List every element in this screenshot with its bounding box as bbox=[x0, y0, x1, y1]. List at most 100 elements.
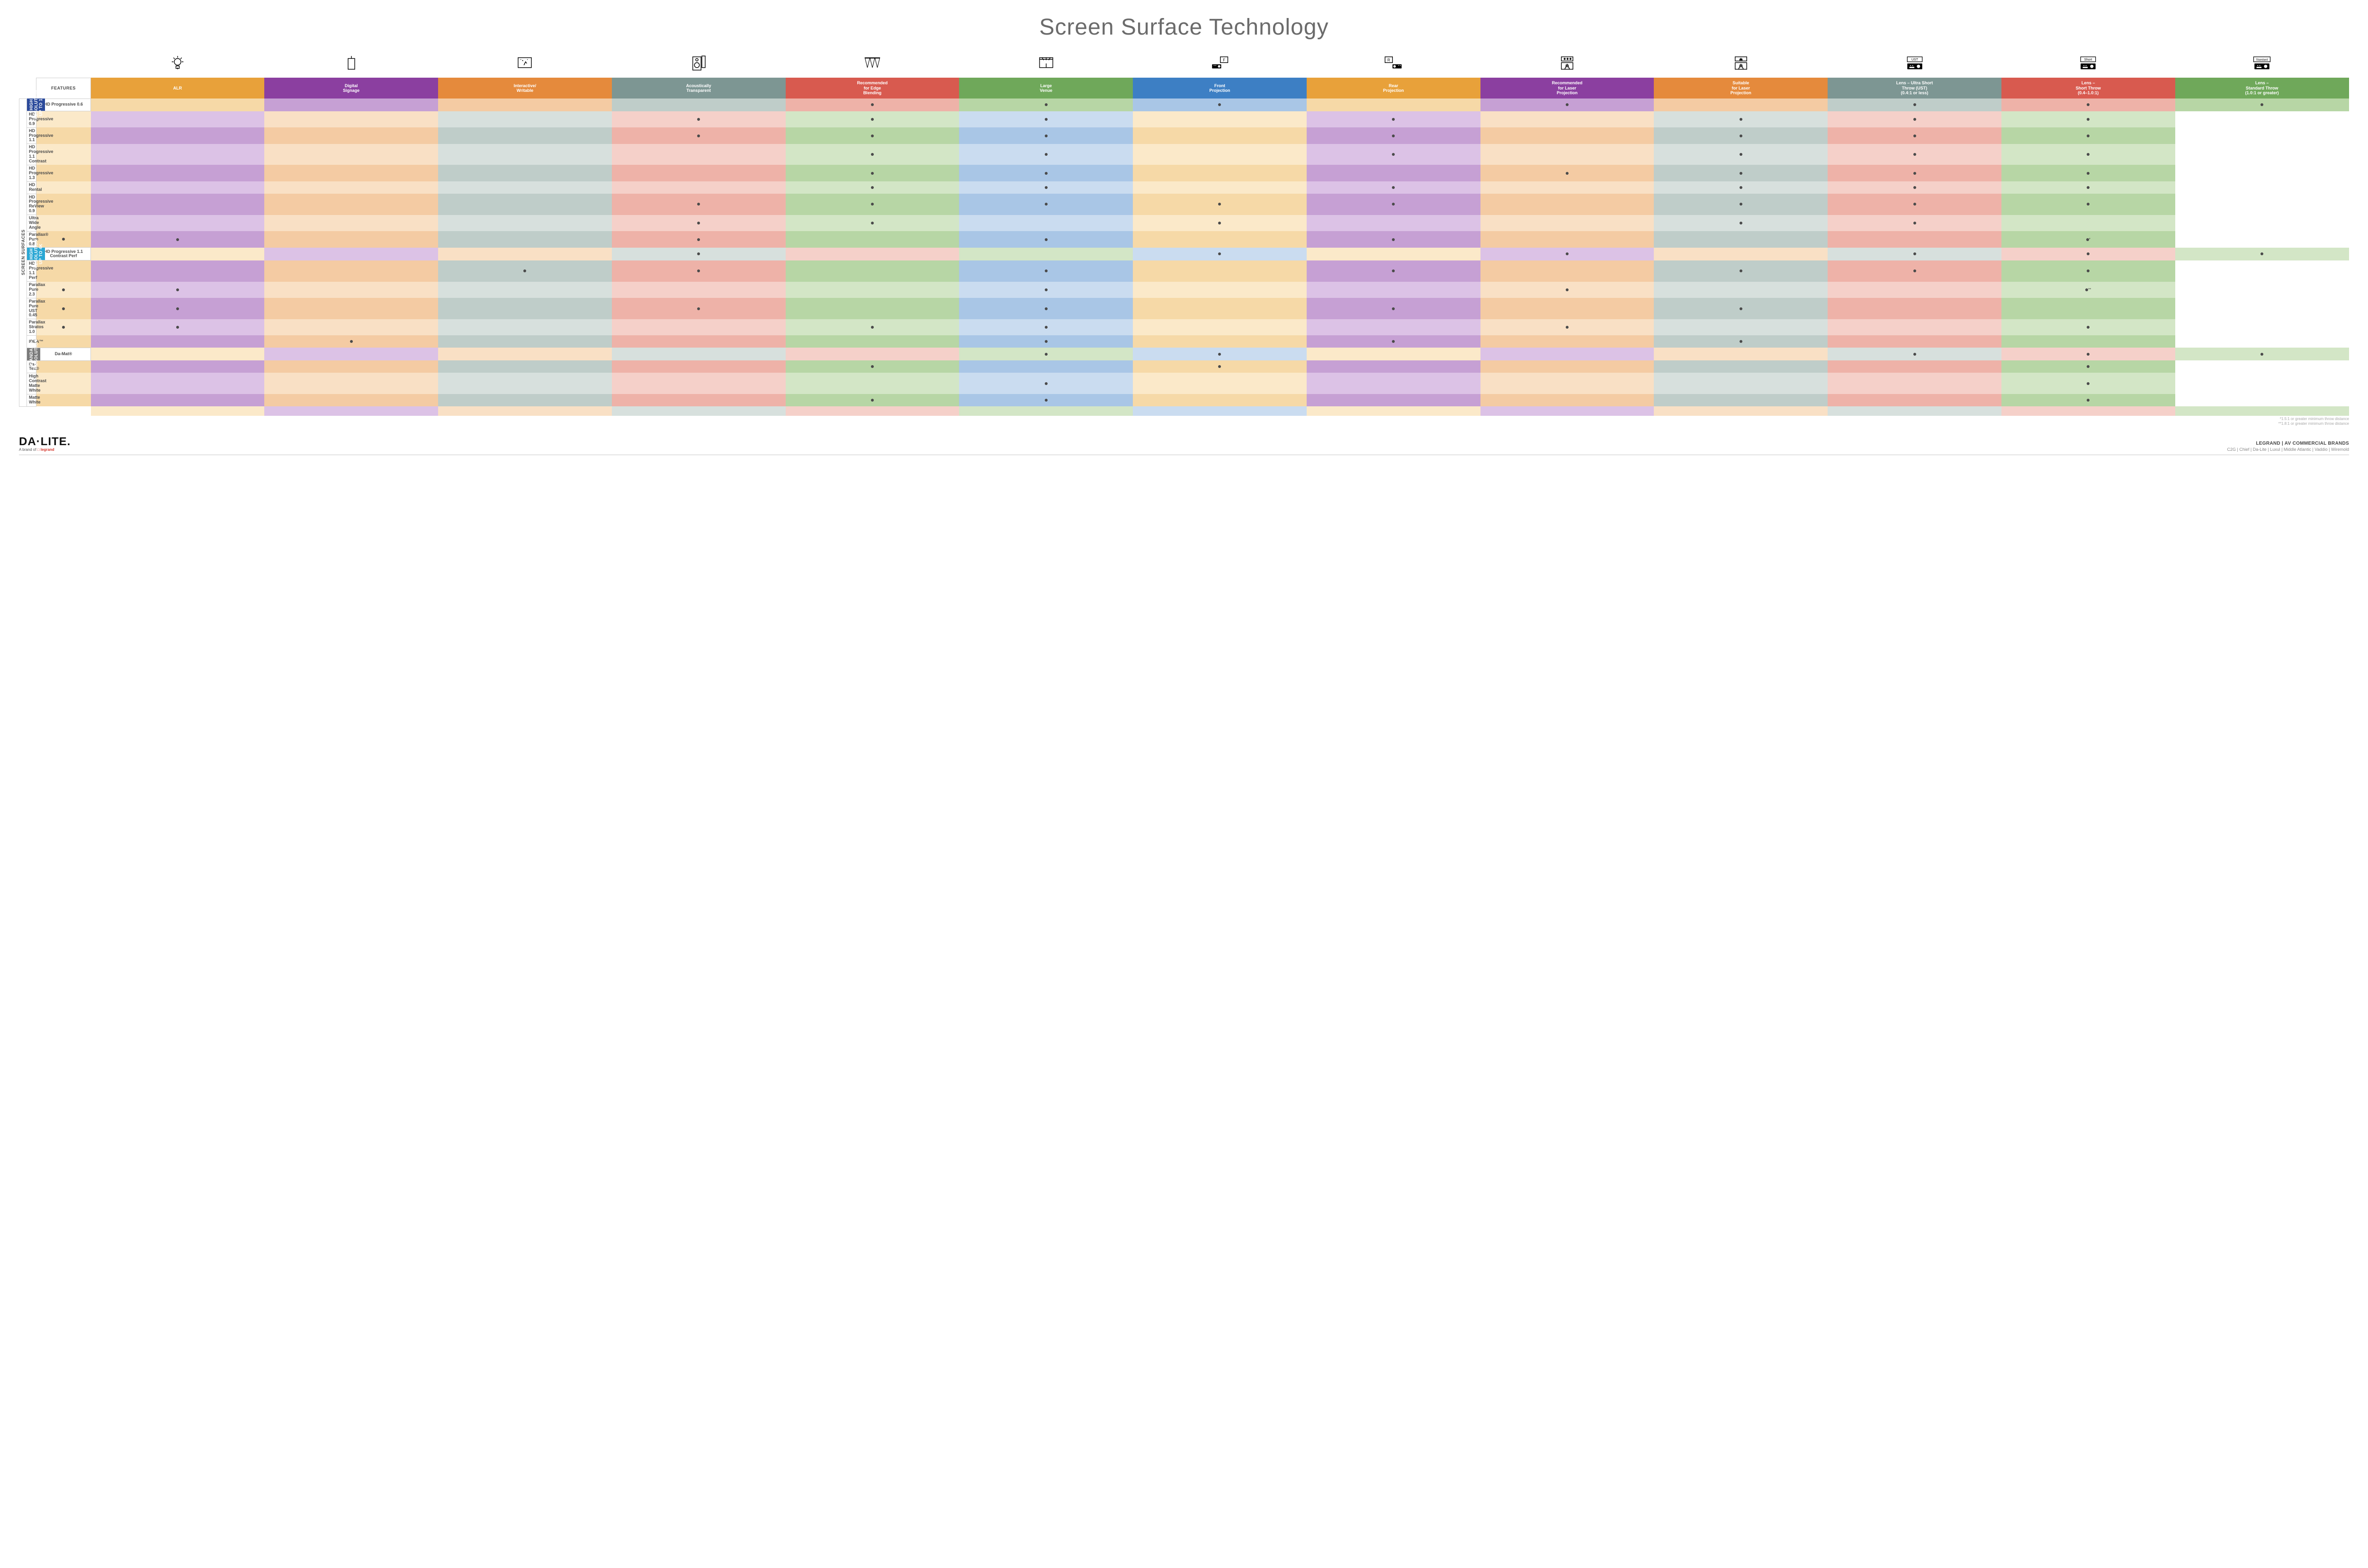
cell bbox=[1654, 319, 1828, 336]
cell bbox=[1828, 360, 2001, 373]
cell bbox=[959, 231, 1133, 248]
cell bbox=[36, 394, 91, 406]
writable-icon bbox=[438, 52, 612, 78]
row-label: Parallax Pure UST 0.45 bbox=[27, 298, 36, 319]
cell: ** bbox=[2001, 282, 2175, 298]
cell bbox=[1828, 99, 2001, 111]
cell bbox=[438, 373, 612, 394]
cell bbox=[786, 144, 960, 165]
footnote-2: **1.8:1 or greater minimum throw distanc… bbox=[19, 421, 2349, 426]
column-header-signage: DigitalSignage bbox=[264, 78, 438, 99]
svg-text:Standard: Standard bbox=[2256, 58, 2268, 62]
cell bbox=[1307, 394, 1480, 406]
cell bbox=[91, 360, 265, 373]
cell bbox=[91, 99, 265, 111]
cell bbox=[91, 260, 265, 282]
cell bbox=[1133, 215, 1307, 232]
cell bbox=[2001, 181, 2175, 194]
cell bbox=[264, 360, 438, 373]
group-label: STANDARDRESOLUTION bbox=[27, 348, 40, 360]
row-label: HD Progressive 1.1 bbox=[27, 127, 36, 144]
cell bbox=[1654, 99, 1828, 111]
column-header-edge: Recommendedfor EdgeBlending bbox=[786, 78, 960, 99]
cell bbox=[612, 373, 786, 394]
table-row: HD Progressive 0.9 bbox=[19, 111, 2349, 128]
column-header-ust: Lens – Ultra ShortThrow (UST)(0.4:1 or l… bbox=[1828, 78, 2001, 99]
cell bbox=[1828, 231, 2001, 248]
table-row: Parallax Pure UST 0.45 bbox=[19, 298, 2349, 319]
cell bbox=[438, 127, 612, 144]
cell bbox=[36, 181, 91, 194]
cell bbox=[91, 181, 265, 194]
cell bbox=[91, 127, 265, 144]
cell bbox=[1654, 215, 1828, 232]
cell bbox=[264, 165, 438, 181]
cell bbox=[1307, 111, 1480, 128]
cell bbox=[2001, 394, 2175, 406]
row-label: HD Progressive 1.3 bbox=[27, 165, 36, 181]
cell bbox=[612, 181, 786, 194]
ust-lens-icon: UST bbox=[1828, 52, 2001, 78]
cell bbox=[438, 360, 612, 373]
cell bbox=[2175, 248, 2349, 260]
cell bbox=[1828, 319, 2001, 336]
surface-matrix-table: F R UST Short Standard FEATURES ALRDigit… bbox=[19, 52, 2349, 416]
cell bbox=[1828, 127, 2001, 144]
cell bbox=[91, 194, 265, 215]
cell bbox=[2001, 335, 2175, 348]
cell bbox=[438, 298, 612, 319]
column-header-suitlaser: Suitablefor LaserProjection bbox=[1654, 78, 1828, 99]
svg-text:UST: UST bbox=[1911, 58, 1919, 62]
table-row: HD Progressive1.1 Contrast bbox=[19, 144, 2349, 165]
cell bbox=[2175, 99, 2349, 111]
legrand-title: LEGRAND | AV COMMERCIAL BRANDS bbox=[2227, 441, 2349, 446]
cell bbox=[786, 127, 960, 144]
cell bbox=[91, 373, 265, 394]
cell bbox=[1654, 298, 1828, 319]
cell bbox=[1480, 360, 1654, 373]
cell bbox=[612, 282, 786, 298]
cell bbox=[1480, 165, 1654, 181]
cell bbox=[438, 260, 612, 282]
column-header-write: Interactive/Writable bbox=[438, 78, 612, 99]
cell bbox=[2001, 165, 2175, 181]
cell bbox=[91, 335, 265, 348]
acoustic-icon bbox=[612, 52, 786, 78]
cell bbox=[36, 260, 91, 282]
cell bbox=[1307, 127, 1480, 144]
cell bbox=[1654, 360, 1828, 373]
cell bbox=[1307, 165, 1480, 181]
cell bbox=[1828, 282, 2001, 298]
cell bbox=[612, 144, 786, 165]
cell bbox=[1307, 319, 1480, 336]
short-lens-icon: Short bbox=[2001, 52, 2175, 78]
table-row: Parallax Pure 2.3 ** bbox=[19, 282, 2349, 298]
cell bbox=[2001, 144, 2175, 165]
cell bbox=[2001, 260, 2175, 282]
cell bbox=[438, 111, 612, 128]
cell bbox=[91, 111, 265, 128]
cell bbox=[91, 231, 265, 248]
cell bbox=[438, 348, 612, 360]
cell bbox=[1307, 298, 1480, 319]
standard-lens-icon: Standard bbox=[2175, 52, 2349, 78]
cell bbox=[1654, 165, 1828, 181]
cell bbox=[1654, 282, 1828, 298]
cell bbox=[1654, 181, 1828, 194]
front-projection-icon: F bbox=[1133, 52, 1307, 78]
cell bbox=[1654, 231, 1828, 248]
group-label: HIGH RESOLUTION UP TO 4K bbox=[27, 248, 45, 260]
cell bbox=[1480, 231, 1654, 248]
row-label: Parallax Pure 2.3 bbox=[27, 282, 36, 298]
cell bbox=[786, 99, 960, 111]
cell bbox=[612, 319, 786, 336]
cell bbox=[1133, 194, 1307, 215]
cell bbox=[1307, 231, 1480, 248]
cell bbox=[438, 181, 612, 194]
table-row: IDEA™ bbox=[19, 335, 2349, 348]
row-label: High ContrastMatte White bbox=[27, 373, 36, 394]
table-row: SCREEN SURFACESHIGH RESOLUTION UP TO 16K… bbox=[19, 99, 2349, 111]
cell bbox=[1133, 282, 1307, 298]
cell bbox=[612, 260, 786, 282]
cell bbox=[1307, 260, 1480, 282]
